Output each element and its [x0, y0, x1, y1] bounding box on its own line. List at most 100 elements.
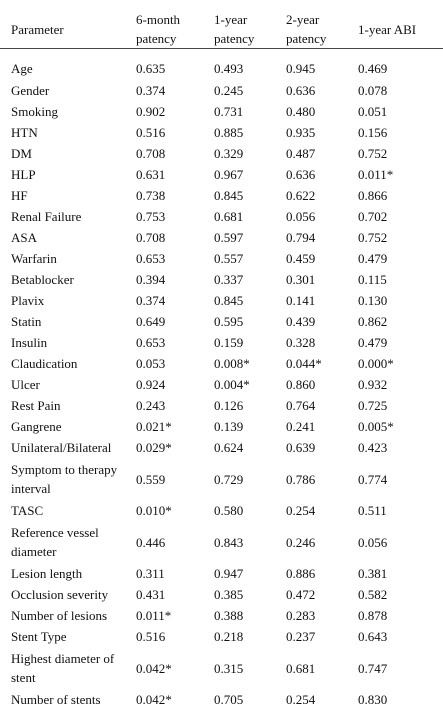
p-value-cell: 0.597: [214, 229, 244, 245]
p-value-cell: 0.374: [136, 292, 166, 308]
row-parameter-label: Warfarin: [11, 250, 57, 266]
row-parameter-label: DM: [11, 145, 32, 161]
header-2-year-patency: 2-year patency: [275, 0, 347, 49]
row-parameter-label: Smoking: [11, 103, 58, 119]
p-value-cell: 0.044*: [286, 355, 322, 371]
p-value-cell: 0.885: [214, 124, 244, 140]
p-value-cell: 0.635: [136, 61, 166, 76]
p-value-cell: 0.752: [358, 145, 388, 161]
header-parameter: Parameter: [0, 0, 125, 49]
row-parameter-label: Gender: [11, 82, 50, 98]
row-parameter-label: Statin: [11, 313, 42, 329]
p-value-cell: 0.328: [286, 334, 316, 350]
p-value-cell: 0.245: [214, 82, 244, 98]
p-value-cell: 0.516: [136, 628, 166, 644]
table-row: TASC 0.010* 0.580 0.254 0.511: [0, 500, 443, 521]
row-parameter-label: HTN: [11, 124, 38, 140]
p-value-cell: 0.459: [286, 250, 316, 266]
row-parameter-label: Reference vessel diameter: [11, 524, 99, 559]
p-value-cell: 0.708: [136, 145, 166, 161]
p-value-cell: 0.254: [286, 502, 316, 518]
p-value-cell: 0.516: [136, 124, 166, 140]
table-row: HTN 0.516 0.885 0.935 0.156: [0, 122, 443, 143]
p-value-cell: 0.000*: [358, 355, 394, 371]
row-parameter-label: ASA: [11, 229, 38, 245]
p-value-cell: 0.738: [136, 187, 166, 203]
p-value-cell: 0.653: [136, 250, 166, 266]
p-value-cell: 0.254: [286, 691, 316, 707]
table-body: Age 0.635 0.493 0.945 0.469 Gender 0.374 0.245 0…: [0, 49, 443, 710]
p-value-cell: 0.708: [136, 229, 166, 245]
p-value-cell: 0.283: [286, 607, 316, 623]
row-parameter-label: Number of stents: [11, 691, 101, 707]
p-value-cell: 0.056: [358, 534, 388, 550]
row-parameter-label: Number of lesions: [11, 607, 108, 623]
row-parameter-label: Plavix: [11, 292, 45, 308]
p-value-cell: 0.774: [358, 471, 388, 487]
table-row: Betablocker 0.394 0.337 0.301 0.115: [0, 269, 443, 290]
table-row: Number of stents 0.042* 0.705 0.254 0.830: [0, 689, 443, 710]
p-value-cell: 0.315: [214, 660, 244, 676]
p-value-cell: 0.053: [136, 355, 166, 371]
table-row: Symptom to therapy interval 0.559 0.729 0.7…: [0, 458, 443, 500]
table-row: HF 0.738 0.845 0.622 0.866: [0, 185, 443, 206]
row-parameter-label: Ulcer: [11, 376, 40, 392]
p-value-cell: 0.423: [358, 439, 388, 455]
table-row: Unilateral/Bilateral 0.029* 0.624 0.639 0.42…: [0, 437, 443, 458]
row-parameter-label: Unilateral/Bilateral: [11, 439, 112, 455]
p-value-cell: 0.729: [214, 471, 244, 487]
table-row: Smoking 0.902 0.731 0.480 0.051: [0, 101, 443, 122]
p-value-cell: 0.218: [214, 628, 244, 644]
p-value-cell: 0.394: [136, 271, 166, 287]
p-value-cell: 0.845: [214, 187, 244, 203]
p-value-cell: 0.056: [286, 208, 316, 224]
p-value-cell: 0.010*: [136, 502, 172, 518]
p-value-cell: 0.945: [286, 61, 316, 76]
row-parameter-label: Symptom to therapy interval: [11, 461, 118, 496]
p-value-cell: 0.843: [214, 534, 244, 550]
p-value-cell: 0.902: [136, 103, 166, 119]
p-value-cell: 0.595: [214, 313, 244, 329]
p-value-cell: 0.622: [286, 187, 316, 203]
p-value-cell: 0.559: [136, 471, 166, 487]
p-value-cell: 0.011*: [358, 166, 394, 182]
p-value-cell: 0.786: [286, 471, 316, 487]
p-value-cell: 0.935: [286, 124, 316, 140]
p-value-cell: 0.631: [136, 166, 166, 182]
p-value-cell: 0.388: [214, 607, 244, 623]
p-value-cell: 0.830: [358, 691, 388, 707]
p-value-cell: 0.580: [214, 502, 244, 518]
p-value-cell: 0.374: [136, 82, 166, 98]
p-value-cell: 0.381: [358, 565, 388, 581]
table-row: Statin 0.649 0.595 0.439 0.862: [0, 311, 443, 332]
p-value-cell: 0.246: [286, 534, 316, 550]
p-value-cell: 0.845: [214, 292, 244, 308]
table-row: Age 0.635 0.493 0.945 0.469: [0, 49, 443, 80]
p-value-cell: 0.493: [214, 61, 244, 76]
row-parameter-label: Occlusion severity: [11, 586, 109, 602]
table-row: Lesion length 0.311 0.947 0.886 0.381: [0, 563, 443, 584]
p-value-cell: 0.078: [358, 82, 388, 98]
p-value-cell: 0.878: [358, 607, 388, 623]
p-value-cell: 0.337: [214, 271, 244, 287]
p-value-cell: 0.126: [214, 397, 244, 413]
p-value-cell: 0.479: [358, 334, 388, 350]
row-parameter-label: HF: [11, 187, 28, 203]
table-row: Plavix 0.374 0.845 0.141 0.130: [0, 290, 443, 311]
header-1-year-patency: 1-year patency: [203, 0, 275, 49]
table-row: Stent Type 0.516 0.218 0.237 0.643: [0, 626, 443, 647]
p-value-cell: 0.653: [136, 334, 166, 350]
row-parameter-label: Betablocker: [11, 271, 74, 287]
p-value-cell: 0.004*: [214, 376, 250, 392]
table-header: Parameter 6-month patency 1-year patency…: [0, 0, 443, 49]
p-value-cell: 0.886: [286, 565, 316, 581]
row-parameter-label: Highest diameter of stent: [11, 650, 115, 685]
p-value-cell: 0.702: [358, 208, 388, 224]
p-value-cell: 0.511: [358, 502, 387, 518]
p-value-cell: 0.480: [286, 103, 316, 119]
p-value-cell: 0.241: [286, 418, 316, 434]
p-value-cell: 0.139: [214, 418, 244, 434]
p-value-cell: 0.159: [214, 334, 244, 350]
table-row: Ulcer 0.924 0.004* 0.860 0.932: [0, 374, 443, 395]
